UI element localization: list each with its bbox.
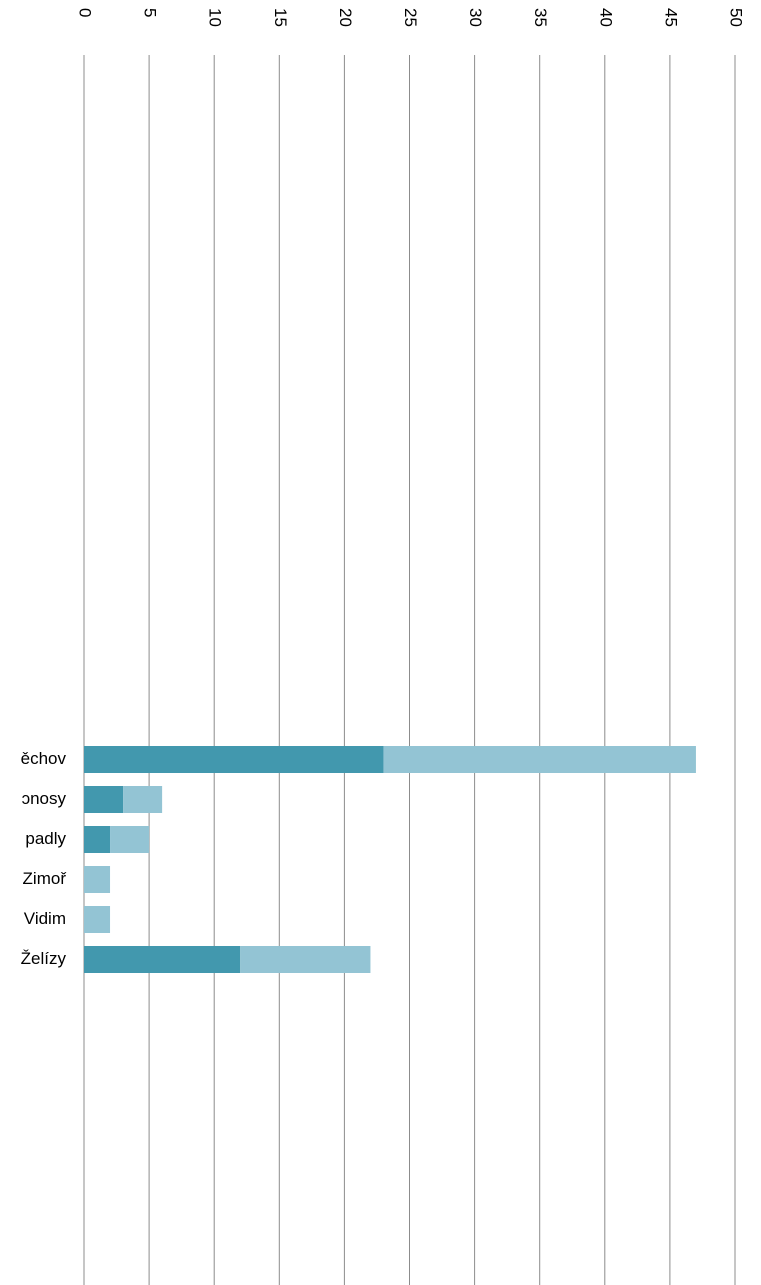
bar-segment (84, 826, 111, 853)
bar-segment (84, 746, 384, 773)
category-label: Želízy (21, 949, 67, 968)
bar-segment (84, 786, 124, 813)
category-label: padly (25, 829, 66, 848)
x-tick-labels: 0 5 10 15 20 25 30 35 40 45 50 (76, 8, 746, 27)
bar-segment (84, 946, 241, 973)
x-tick-label: 35 (531, 8, 550, 27)
bar-segment (240, 946, 371, 973)
bar-segment (84, 906, 111, 933)
category-label: ɔnosy (22, 789, 67, 808)
x-tick-label: 0 (76, 8, 95, 17)
gridlines (83, 55, 736, 1285)
x-tick-label: 40 (596, 8, 615, 27)
x-tick-label: 15 (271, 8, 290, 27)
x-tick-label: 30 (466, 8, 485, 27)
x-tick-label: 25 (401, 8, 420, 27)
x-tick-label: 50 (727, 8, 746, 27)
category-label: ěchov (21, 749, 67, 768)
category-labels: ěchov ɔnosy padly Zimoř Vidim Želízy (21, 749, 67, 968)
category-label: Vidim (24, 909, 66, 928)
x-tick-label: 10 (206, 8, 225, 27)
x-tick-label: 20 (336, 8, 355, 27)
bar-segment (110, 826, 150, 853)
category-label: Zimoř (23, 869, 67, 888)
bar-segment (123, 786, 163, 813)
bar-segment (84, 866, 111, 893)
bar-segment (383, 746, 696, 773)
x-tick-label: 5 (141, 8, 160, 17)
x-tick-label: 45 (661, 8, 680, 27)
bars (84, 746, 696, 973)
